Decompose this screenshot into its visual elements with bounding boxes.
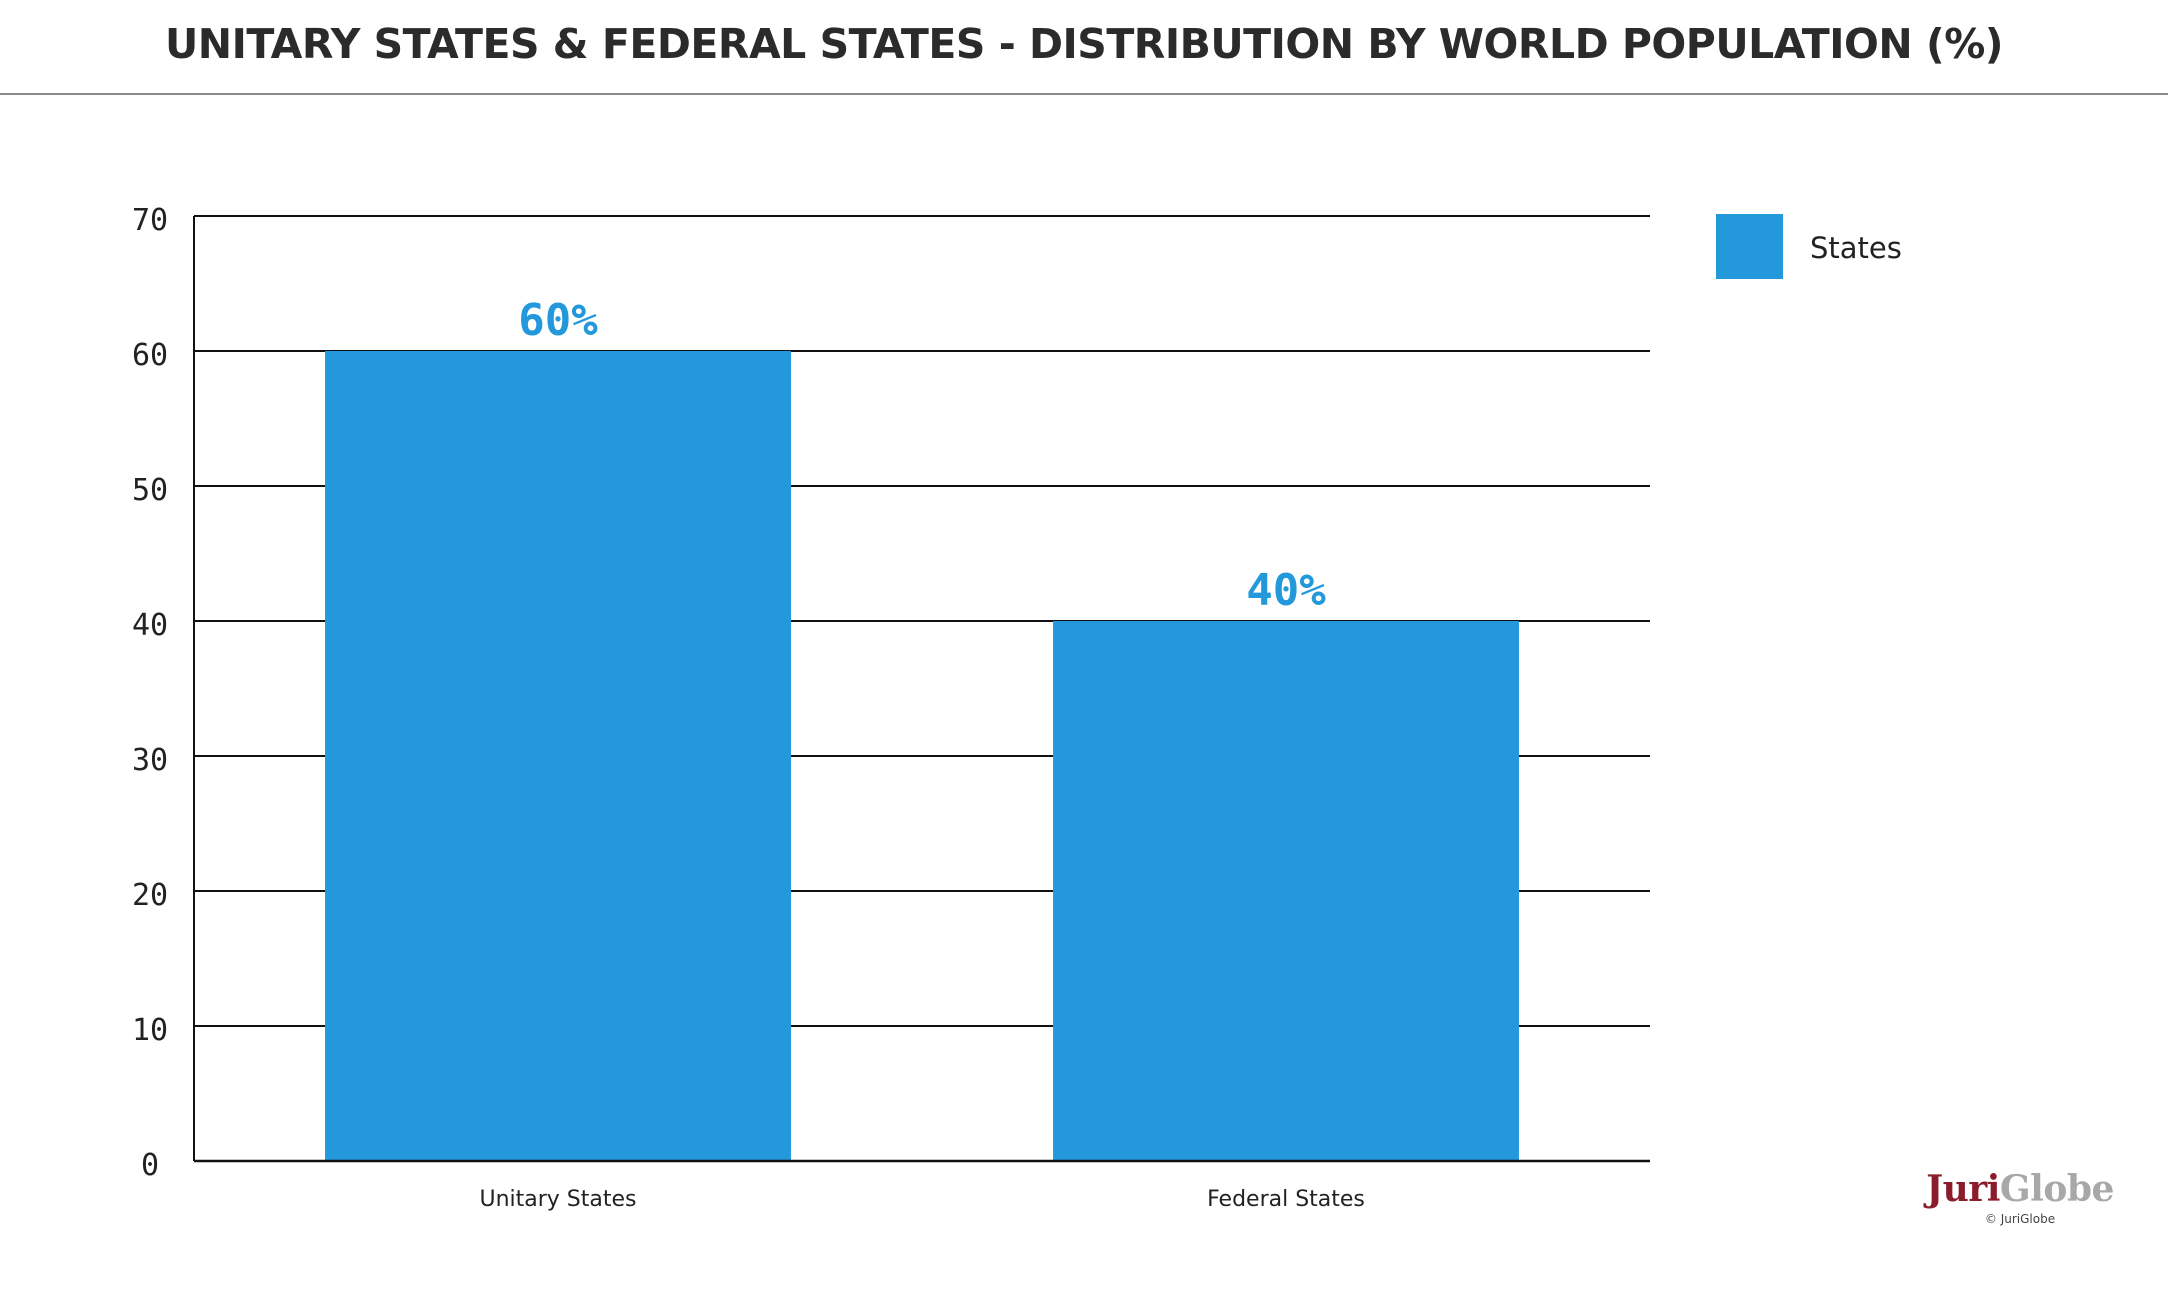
legend-label: States (1810, 231, 1902, 265)
title-divider (0, 93, 2168, 95)
y-tick-label: 70 (132, 203, 168, 238)
y-tick-label: 0 (141, 1148, 159, 1183)
juriglobe-logo: JuriGlobe © JuriGlobe (1900, 1168, 2140, 1226)
y-tick-label: 20 (132, 878, 168, 913)
bar-unitary-states (325, 351, 791, 1161)
logo-copyright: © JuriGlobe (1984, 1212, 2056, 1226)
legend: States (1716, 214, 1902, 279)
labels: 60% Unitary States 40% Federal States (479, 295, 1364, 1212)
data-label: 60% (518, 295, 598, 346)
y-tick-label: 40 (132, 608, 168, 643)
axes: 0 10 20 30 40 50 60 70 (132, 203, 1650, 1183)
logo-wordmark: JuriGlobe (1900, 1168, 2140, 1210)
data-label: 40% (1246, 565, 1326, 616)
logo-juri-text: Juri (1926, 1168, 2000, 1210)
x-category-label: Unitary States (479, 1187, 636, 1212)
x-category-label: Federal States (1207, 1187, 1365, 1212)
y-tick-label: 10 (132, 1013, 168, 1048)
logo-globe-text: Globe (1999, 1168, 2115, 1210)
chart-title: UNITARY STATES & FEDERAL STATES - DISTRI… (164, 20, 2004, 68)
bar-federal-states (1053, 621, 1519, 1161)
legend-swatch (1716, 214, 1783, 279)
y-tick-label: 30 (132, 743, 168, 778)
y-tick-label: 50 (132, 473, 168, 508)
y-tick-label: 60 (132, 338, 168, 373)
bars (325, 351, 1519, 1161)
